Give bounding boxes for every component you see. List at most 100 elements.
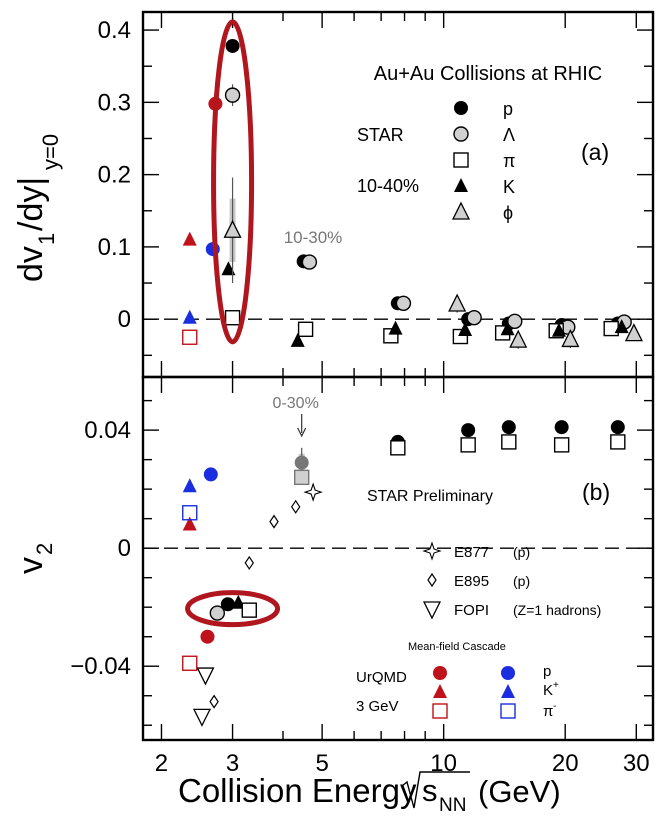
- y-tick-label: 0.4: [98, 17, 131, 44]
- legend-marker: [451, 201, 471, 220]
- b-urqmd-k--point: [182, 478, 197, 493]
- x-axis-symbol-sub: NN: [439, 795, 466, 816]
- a---point: [224, 87, 241, 103]
- b-urqmd--point: [182, 505, 198, 521]
- a-k-point: [500, 321, 515, 336]
- x-axis-title: Collision Energy: [178, 772, 417, 809]
- a-urqmd-k--point: [182, 309, 197, 324]
- y-tick-label: 0.3: [98, 89, 131, 116]
- a---point: [561, 328, 580, 348]
- y-tick-label: 0.04: [84, 417, 131, 444]
- highlight-ellipse-a: [211, 19, 255, 345]
- b-e895-p--point: [244, 555, 254, 571]
- x-tick-label: 2: [155, 750, 168, 777]
- b---point: [553, 437, 570, 453]
- b-p-point: [501, 420, 516, 435]
- b---point: [610, 434, 626, 450]
- b-p-point: [610, 420, 625, 435]
- preliminary-label: STAR Preliminary: [367, 488, 493, 505]
- legend-label: ϕ: [503, 203, 513, 223]
- model-legend-marker: [433, 684, 447, 698]
- legend-marker: [422, 601, 442, 620]
- b---point: [460, 437, 476, 453]
- b-fopi-z-1-hadrons--point: [196, 667, 215, 686]
- sqrt-symbol: [401, 771, 470, 809]
- a-k-point: [458, 322, 473, 337]
- x-tick-label: 5: [315, 750, 328, 777]
- model-name: UrQMD: [356, 669, 407, 686]
- centrality-annotation-b: 0-30%: [273, 395, 319, 412]
- b---point: [501, 434, 517, 450]
- a-k-point: [551, 322, 566, 337]
- b-urqmd--point: [182, 655, 198, 671]
- legend-label: K: [503, 177, 515, 197]
- x-axis-symbol: s: [422, 773, 438, 808]
- legend-name: E895: [454, 573, 489, 590]
- model-legend-marker: [501, 684, 515, 698]
- b-e877-p--point: [303, 482, 323, 502]
- model-energy: 3 GeV: [356, 698, 399, 715]
- legend-marker: [427, 572, 437, 588]
- a---point: [509, 329, 528, 348]
- x-tick-label: 3: [226, 750, 239, 777]
- y-tick-label: 0: [118, 306, 131, 333]
- a-urqmd--point: [182, 329, 198, 345]
- legend-note: (p): [513, 573, 530, 589]
- legend-marker: [422, 541, 442, 561]
- a---point: [603, 320, 619, 337]
- b-p-point: [554, 420, 569, 435]
- y-axis-label-a: dv1/dy| y=0: [12, 134, 63, 282]
- a---point: [448, 293, 467, 312]
- y-tick-label: 0.2: [98, 162, 131, 189]
- a---point: [624, 323, 643, 342]
- y-label-sub: 2: [32, 543, 57, 555]
- a-p-point: [225, 38, 240, 53]
- annotation-arrowhead: [297, 427, 307, 438]
- x-tick-label: 30: [623, 750, 650, 777]
- highlight-ellipse-b: [185, 590, 281, 628]
- experiment-label: STAR: [357, 125, 404, 145]
- b-e895-p--point: [290, 499, 301, 514]
- b-e895-p--point: [209, 694, 219, 709]
- b-urqmd-p--point: [203, 467, 218, 482]
- y-label-mid: /dy|: [12, 177, 50, 231]
- legend-marker: [454, 101, 468, 115]
- panel-a-title: Au+Au Collisions at RHIC: [374, 63, 602, 85]
- x-tick-label: 20: [552, 750, 579, 777]
- legend-marker: [453, 152, 469, 168]
- model-legend-marker: [501, 666, 515, 680]
- panel-b-frame: [141, 375, 655, 742]
- a-k-point: [221, 261, 236, 276]
- a-urqmd-k-point: [182, 231, 197, 246]
- b-urqmd-k-point: [182, 516, 197, 531]
- panel-b-tag: (b): [582, 479, 610, 505]
- b---point: [241, 602, 257, 618]
- a---point: [507, 313, 523, 330]
- a---point: [466, 310, 482, 326]
- b-e895-p--point: [269, 514, 279, 529]
- data-marks: [182, 19, 643, 727]
- a---point: [223, 219, 242, 238]
- legend-marker: [454, 178, 468, 192]
- legend-label: π: [503, 151, 515, 171]
- x-axis-unit: (GeV): [478, 774, 561, 809]
- b-p-point: [461, 423, 476, 438]
- model-species: p: [543, 663, 551, 680]
- b---point: [209, 605, 226, 621]
- model-species-sup: -: [553, 701, 556, 712]
- y-tick-label: 0.1: [98, 234, 131, 261]
- b--0-30--point: [293, 469, 310, 486]
- legend-name: E877: [454, 544, 489, 561]
- a---point: [297, 321, 314, 337]
- b-urqmd-p-point: [200, 629, 215, 644]
- a-k-point: [388, 320, 403, 335]
- legend-name: FOPI: [454, 602, 489, 619]
- model-legend-marker: [433, 666, 447, 680]
- legend-marker: [453, 126, 469, 142]
- y-label-main: dv: [12, 246, 50, 282]
- a---point: [301, 254, 318, 270]
- b---point: [390, 440, 406, 456]
- centrality-annotation: 10-30%: [284, 228, 343, 247]
- b-fopi-z-1-hadrons--point: [192, 708, 212, 727]
